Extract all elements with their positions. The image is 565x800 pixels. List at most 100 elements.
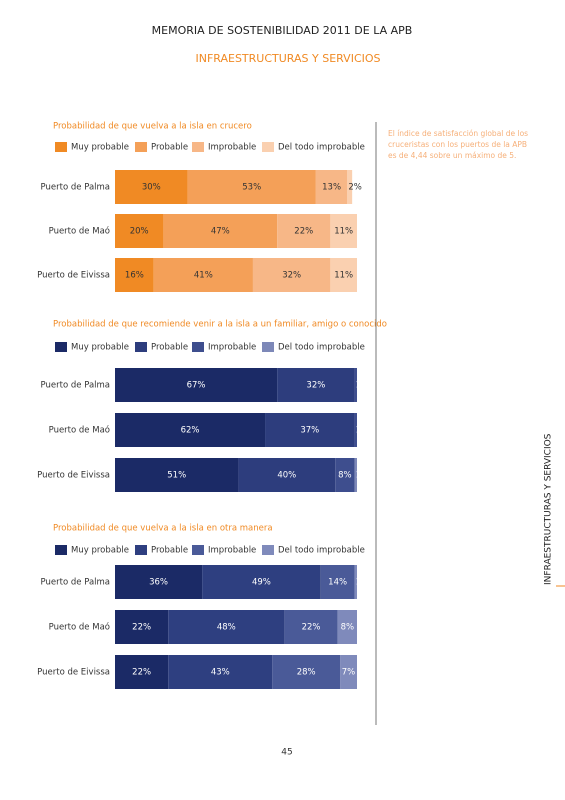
value-label: 13% xyxy=(322,183,341,193)
value-label: 67% xyxy=(187,381,206,391)
value-label: 22% xyxy=(132,623,151,633)
legend-swatch xyxy=(55,545,67,555)
value-label: 43% xyxy=(211,668,230,678)
category-label: Puerto de Eivissa xyxy=(37,471,110,481)
bar-segment xyxy=(284,610,338,644)
value-label: 53% xyxy=(242,183,261,193)
value-label: 37% xyxy=(300,426,319,436)
legend-label: Improbable xyxy=(208,143,256,153)
side-note: El índice de satisfacción global de los xyxy=(388,129,528,138)
bar-segment xyxy=(115,655,169,689)
value-label: 1% xyxy=(356,471,370,481)
bar-segment xyxy=(115,565,203,599)
bar-segment xyxy=(238,458,336,492)
value-label: 32% xyxy=(282,271,301,281)
legend-swatch xyxy=(135,342,147,352)
bar-segment xyxy=(315,170,348,204)
legend-label: Muy probable xyxy=(71,343,129,353)
value-label: 8% xyxy=(338,471,352,481)
legend-swatch xyxy=(192,142,204,152)
value-label: 14% xyxy=(328,578,347,588)
value-label: 2% xyxy=(348,183,362,193)
page-number: 45 xyxy=(281,748,292,758)
value-label: 7% xyxy=(342,668,356,678)
bar-segment xyxy=(320,565,355,599)
side-note: es de 4,44 sobre un máximo de 5. xyxy=(388,151,516,160)
value-label: 40% xyxy=(277,471,296,481)
value-label: 16% xyxy=(125,271,144,281)
category-label: Puerto de Maó xyxy=(49,226,110,237)
bar-segment xyxy=(115,170,188,204)
value-label: 1% xyxy=(356,578,370,588)
bar-segment xyxy=(354,368,357,402)
bar-segment xyxy=(340,655,357,689)
value-label: 41% xyxy=(194,271,213,281)
bar-segment xyxy=(330,258,357,292)
value-label: 1% xyxy=(356,381,370,391)
side-title: INFRAESTRUCTURAS Y SERVICIOS xyxy=(544,433,554,585)
bar-segment xyxy=(265,413,355,447)
category-label: Puerto de Eivissa xyxy=(37,668,110,678)
bar-segment xyxy=(187,170,316,204)
legend-swatch xyxy=(55,142,67,152)
legend-label: Improbable xyxy=(208,546,256,556)
value-label: 11% xyxy=(334,227,353,237)
value-label: 30% xyxy=(142,183,161,193)
legend-swatch xyxy=(262,545,274,555)
bar-segment xyxy=(115,413,266,447)
value-label: 28% xyxy=(297,668,316,678)
value-label: 22% xyxy=(294,227,313,237)
value-label: 8% xyxy=(341,623,355,633)
value-label: 49% xyxy=(252,578,271,588)
category-label: Puerto de Maó xyxy=(49,622,110,633)
bar-segment xyxy=(115,458,239,492)
value-label: 48% xyxy=(217,623,236,633)
bar-segment xyxy=(354,413,357,447)
legend-swatch xyxy=(135,142,147,152)
legend-label: Probable xyxy=(151,143,188,153)
category-label: Puerto de Palma xyxy=(41,578,110,588)
value-label: 20% xyxy=(130,227,149,237)
legend-swatch xyxy=(55,342,67,352)
category-label: Puerto de Palma xyxy=(41,183,110,193)
header-title: MEMORIA DE SOSTENIBILIDAD 2011 DE LA APB xyxy=(152,24,413,37)
legend-swatch xyxy=(135,545,147,555)
value-label: 22% xyxy=(132,668,151,678)
bar-segment xyxy=(115,610,169,644)
bar-segment xyxy=(330,214,357,248)
legend-label: Del todo improbable xyxy=(278,143,365,153)
value-label: 1% xyxy=(356,426,370,436)
legend-label: Del todo improbable xyxy=(278,546,365,556)
value-label: 51% xyxy=(167,471,186,481)
bar-segment xyxy=(168,610,285,644)
value-label: 47% xyxy=(211,227,230,237)
legend-label: Muy probable xyxy=(71,546,129,556)
category-label: Puerto de Palma xyxy=(41,381,110,391)
legend-swatch xyxy=(192,342,204,352)
bar-segment xyxy=(335,458,355,492)
bar-segment xyxy=(115,258,154,292)
bar-segment xyxy=(277,214,331,248)
legend-label: Del todo improbable xyxy=(278,343,365,353)
chart-title: Probabilidad de que vuelva a la isla en … xyxy=(53,122,252,132)
bar-segment xyxy=(354,458,357,492)
category-label: Puerto de Eivissa xyxy=(37,271,110,281)
legend-label: Probable xyxy=(151,546,188,556)
bar-segment xyxy=(337,610,357,644)
legend-label: Muy probable xyxy=(71,143,129,153)
legend-swatch xyxy=(192,545,204,555)
legend-label: Improbable xyxy=(208,343,256,353)
category-label: Puerto de Maó xyxy=(49,425,110,436)
bar-segment xyxy=(354,565,357,599)
bar-segment xyxy=(115,214,164,248)
value-label: 22% xyxy=(302,623,321,633)
section-title: INFRAESTRUCTURAS Y SERVICIOS xyxy=(195,52,380,65)
bar-segment xyxy=(272,655,341,689)
value-label: 32% xyxy=(306,381,325,391)
value-label: 11% xyxy=(334,271,353,281)
legend-label: Probable xyxy=(151,343,188,353)
bar-segment xyxy=(115,368,278,402)
value-label: 36% xyxy=(149,578,168,588)
bar-segment xyxy=(168,655,273,689)
